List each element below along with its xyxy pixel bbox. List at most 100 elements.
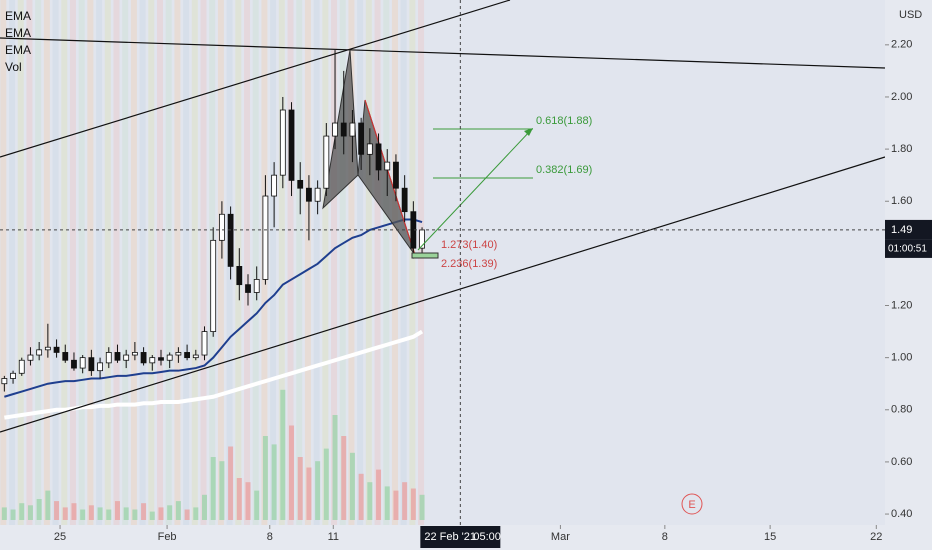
price-tag [885, 219, 932, 240]
stripe [304, 0, 311, 525]
stripe [409, 0, 416, 525]
stripe [365, 0, 372, 525]
candle-body [97, 362, 103, 372]
x-tick-label: 8 [662, 531, 668, 543]
stripe [339, 0, 346, 525]
candle-body [149, 357, 156, 364]
stripe [278, 0, 285, 525]
stripe [87, 0, 94, 525]
volume-bar [323, 448, 329, 520]
candle-body [27, 354, 34, 361]
legend-entry: EMA [5, 9, 31, 23]
volume-bar [376, 469, 382, 520]
volume-bar [315, 461, 321, 520]
candle-body [1, 378, 8, 385]
volume-bar [167, 505, 173, 520]
candle-body [245, 284, 251, 293]
legend-entry: Vol [5, 60, 22, 74]
candle-body [175, 352, 182, 356]
stripe [296, 0, 303, 525]
candle-body [62, 352, 69, 361]
projection-arrow [417, 129, 532, 251]
x-tick-label: 8 [267, 531, 273, 543]
candle-body [323, 135, 330, 189]
pattern-leg [364, 99, 416, 256]
stripe [200, 0, 207, 525]
event-label[interactable]: E [688, 499, 695, 511]
target-zone [411, 252, 439, 259]
stripe [244, 0, 251, 525]
volume-bar [88, 505, 94, 520]
y-tick-label: 1.60 [891, 195, 912, 207]
stripe [156, 0, 163, 525]
legend: EMA EMA EMA Vol [5, 9, 31, 74]
candle-body [114, 352, 121, 361]
stripe [69, 0, 76, 525]
stripe [148, 0, 155, 525]
volume-bar [1, 507, 7, 520]
stripe [78, 0, 85, 525]
candle-body [184, 352, 190, 359]
volume-bar [219, 461, 225, 520]
candle-body [123, 354, 130, 361]
stripe [26, 0, 33, 525]
stripe [252, 0, 259, 525]
volume-bar [80, 509, 86, 520]
event-marker[interactable] [681, 493, 703, 515]
stripe [17, 0, 24, 525]
crosshair-time: 05:00 [473, 531, 501, 543]
volume-bar [289, 425, 295, 520]
y-tick-label: 1.80 [891, 143, 912, 155]
volume-bar [349, 452, 355, 520]
arrow-head [524, 128, 533, 136]
candle-body [71, 359, 77, 369]
trend-line [0, 0, 511, 158]
trend-line [0, 37, 886, 69]
x-tick-label: 15 [764, 531, 776, 543]
candle-body [262, 195, 269, 280]
volume-bar [236, 478, 242, 520]
volume-bar [45, 490, 51, 520]
candle-body [401, 187, 408, 213]
volume-bar [201, 494, 207, 520]
volume-bar [114, 501, 120, 520]
stripe [191, 0, 198, 525]
volume-bar [132, 509, 138, 520]
candle-body [393, 161, 399, 189]
volume-bar [54, 501, 60, 520]
volume-bar [19, 503, 25, 520]
volume-bar [184, 509, 190, 520]
volume-bar [245, 482, 251, 520]
candle-body [201, 331, 208, 356]
x-tick-label: Mar [551, 531, 570, 543]
stripe [139, 0, 146, 525]
volume-bar [175, 501, 181, 520]
stripe [61, 0, 68, 525]
candle-body [253, 279, 260, 293]
candle-body [340, 122, 347, 137]
volume-bar [141, 503, 147, 520]
volume-bar [402, 482, 408, 520]
volume-bar [306, 467, 312, 520]
stripe [113, 0, 120, 525]
volume-bar [410, 488, 416, 520]
stripe [130, 0, 137, 525]
stripe [400, 0, 407, 525]
fib-label: 0.382(1.69) [536, 164, 592, 176]
stripe [0, 0, 7, 525]
crosshair-time-tag [420, 526, 501, 548]
volume-bar [71, 503, 77, 520]
fib-label: 2.236(1.39) [441, 258, 497, 270]
candle-body [314, 187, 321, 202]
legend-entry: EMA [5, 26, 31, 40]
candle-body [18, 359, 25, 374]
candle-body [10, 372, 16, 379]
candle-body [53, 346, 60, 353]
stripe [43, 0, 50, 525]
y-tick-label: 0.80 [891, 404, 912, 416]
price-axis [885, 0, 932, 550]
stripe [374, 0, 381, 525]
candle-body [227, 213, 234, 267]
candle-body [349, 122, 356, 137]
